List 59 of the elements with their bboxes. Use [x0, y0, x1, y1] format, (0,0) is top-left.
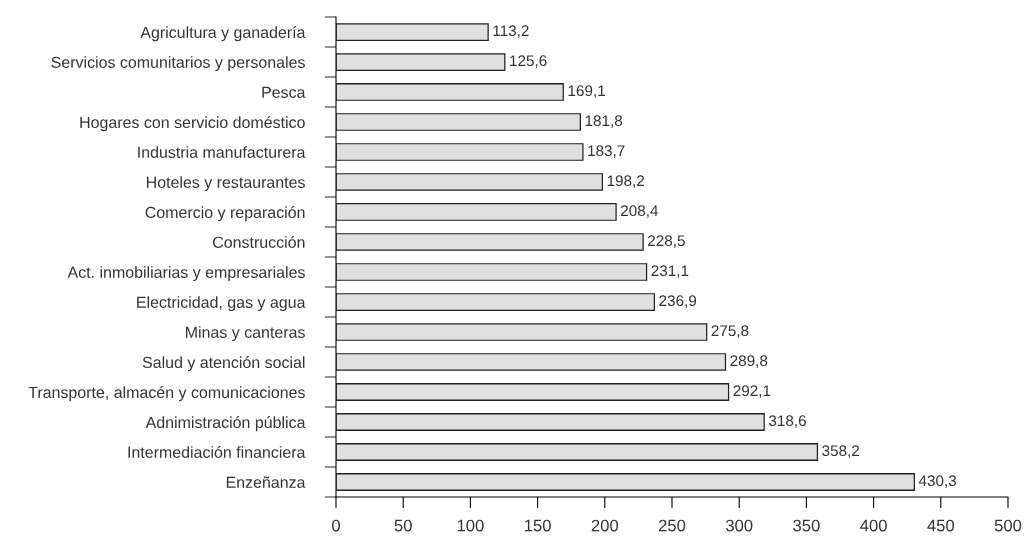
bar — [336, 473, 915, 491]
x-tick-label: 150 — [524, 519, 551, 532]
bar — [336, 113, 581, 131]
bar — [336, 383, 730, 401]
bar — [336, 263, 648, 281]
data-label: 125,6 — [510, 55, 547, 68]
data-label: 318,6 — [768, 415, 806, 428]
data-label: 198,2 — [607, 175, 645, 188]
y-tick-label: Agricultura y ganadería — [140, 26, 306, 42]
y-tick-label: Act. inmobiliarias y empresariales — [67, 266, 305, 282]
x-tick-label: 450 — [927, 519, 955, 532]
bar — [336, 323, 708, 341]
y-tick-label: Servicios comunitarios y personales — [51, 56, 305, 72]
bar — [336, 23, 489, 41]
y-tick-label: Transporte, almacén y comunicaciones — [28, 386, 305, 402]
y-tick-label: Construcción — [213, 236, 305, 248]
y-tick-label: Intermediación financiera — [128, 446, 306, 458]
bar — [336, 143, 584, 161]
x-tick-label: 250 — [658, 519, 686, 532]
data-label: 181,8 — [585, 115, 623, 128]
bar — [336, 413, 765, 431]
bar — [336, 353, 727, 371]
y-tick-label: Enzeñanza — [226, 476, 306, 488]
data-label: 113,2 — [493, 25, 529, 38]
x-tick-label: 500 — [994, 519, 1022, 532]
data-label: 231,1 — [651, 265, 689, 278]
y-tick-label: Adnimistración pública — [145, 416, 306, 432]
x-tick-label: 300 — [725, 519, 753, 532]
data-label: 289,8 — [730, 355, 768, 368]
x-tick-label: 50 — [394, 519, 412, 532]
data-label: 208,4 — [621, 205, 659, 218]
y-tick-label: Hoteles y restaurantes — [146, 176, 305, 192]
x-tick-label: 400 — [860, 519, 887, 532]
data-label: 275,8 — [711, 325, 749, 338]
data-label: 183,7 — [588, 145, 625, 158]
y-tick-label: Salud y atención social — [142, 356, 305, 372]
y-tick-label: Minas y canteras — [186, 326, 305, 342]
bar — [336, 203, 617, 221]
data-label: 169,1 — [568, 85, 605, 98]
x-tick-label: 350 — [793, 519, 820, 532]
data-label: 430,3 — [918, 475, 957, 488]
data-label: 228,5 — [648, 235, 685, 248]
bar — [336, 233, 644, 251]
data-label: 358,2 — [822, 445, 860, 458]
bar — [336, 173, 604, 191]
y-tick-label: Electricidad, gas y agua — [137, 296, 306, 312]
data-label: 292,1 — [733, 385, 771, 398]
x-tick-label: 0 — [332, 519, 340, 532]
bar — [336, 293, 656, 311]
y-tick-label: Comercio y reparación — [145, 206, 305, 222]
y-tick-label: Hogares con servicio doméstico — [80, 116, 305, 132]
y-tick-label: Industria manufacturera — [138, 146, 306, 158]
x-tick-label: 100 — [457, 519, 484, 532]
y-tick-label: Pesca — [262, 86, 306, 98]
x-tick-label: 200 — [591, 519, 619, 532]
bar — [336, 83, 564, 101]
bar — [336, 53, 506, 71]
data-label: 236,9 — [659, 295, 697, 308]
bar — [336, 443, 819, 461]
